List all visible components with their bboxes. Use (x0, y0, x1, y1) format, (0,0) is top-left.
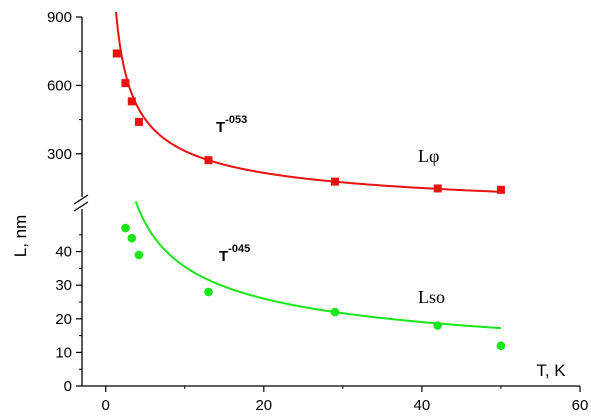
y-tick-label: 600 (47, 77, 72, 94)
data-point-lphi (134, 117, 143, 126)
data-point-lso (433, 321, 443, 330)
y-tick-label: 900 (47, 9, 72, 26)
x-tick-label: 0 (102, 397, 110, 414)
fit-label-lso: T-045 (219, 243, 250, 265)
y-axis-title: L, nm (11, 215, 30, 258)
data-point-lphi (204, 156, 213, 165)
x-axis-title: T, K (536, 361, 566, 380)
series-label-lso: Lso (418, 287, 445, 307)
y-tick-label: 300 (47, 146, 72, 163)
axis-break-mark (73, 194, 89, 205)
y-tick-label: 10 (55, 344, 72, 361)
axes: 0 20 40 60 300 600 900 0 10 20 30 40 (47, 9, 588, 414)
x-tick-label: 20 (255, 397, 272, 414)
y-tick-label: 30 (55, 277, 72, 294)
data-point-lphi (127, 97, 136, 106)
data-point-lso (204, 287, 213, 297)
data-point-lphi (433, 184, 442, 193)
y-tick-label: 20 (55, 311, 72, 328)
data-points (112, 49, 506, 350)
x-tick-label: 60 (572, 397, 589, 414)
labels: L, nm T, K T-053 T-045 Lφ Lso (11, 114, 566, 380)
data-point-lso (121, 223, 130, 233)
data-point-lphi (496, 185, 505, 194)
data-point-lso (330, 307, 340, 317)
data-point-lphi (330, 177, 339, 186)
fit-curve-lphi (114, 11, 501, 193)
axis-break-mark (73, 201, 89, 212)
fit-curve-lso (134, 201, 502, 330)
data-point-lso (127, 233, 137, 243)
data-point-lso (134, 250, 144, 260)
data-point-lso (496, 341, 506, 350)
y-tick-label: 40 (55, 244, 72, 261)
x-tick-label: 40 (414, 397, 431, 414)
fit-curves (114, 11, 502, 330)
series-label-lphi: Lφ (418, 146, 439, 166)
data-point-lphi (112, 49, 121, 58)
fit-label-lphi: T-053 (216, 114, 247, 136)
y-tick-label: 0 (64, 378, 72, 395)
data-point-lphi (121, 79, 130, 88)
